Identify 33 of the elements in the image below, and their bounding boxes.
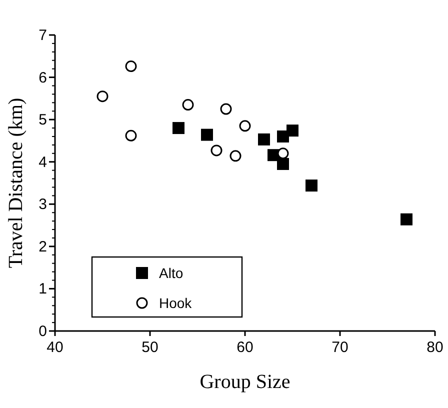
y-tick-label: 5	[38, 112, 47, 129]
x-axis-title: Group Size	[200, 371, 290, 393]
point	[96, 90, 108, 102]
point	[277, 158, 289, 170]
x-tick-label: 50	[142, 339, 158, 356]
point	[258, 133, 270, 146]
y-tick-label: 6	[38, 69, 47, 86]
point	[230, 150, 242, 162]
x-tick-label: 60	[236, 339, 254, 356]
y-tick-label: 1	[38, 280, 47, 298]
point	[306, 180, 318, 192]
y-tick-label: 4	[38, 154, 47, 171]
point	[125, 130, 137, 142]
point	[277, 148, 289, 160]
y-tick-label: 3	[38, 196, 47, 214]
legend-label: Hook	[159, 295, 193, 311]
legend-label: Alto	[159, 265, 184, 281]
point	[220, 103, 232, 115]
point	[286, 124, 298, 137]
x-tick-label: 80	[426, 339, 444, 356]
point	[400, 213, 412, 226]
x-tick-label: 70	[332, 339, 348, 356]
point	[172, 122, 184, 134]
point	[182, 99, 194, 111]
y-axis-title: Travel Distance (km)	[5, 98, 27, 268]
point	[239, 120, 251, 132]
y-tick-label: 0	[38, 323, 47, 340]
point	[210, 144, 222, 156]
point	[125, 60, 137, 72]
y-tick-label: 2	[38, 238, 47, 256]
y-tick-label: 7	[38, 27, 47, 44]
point	[201, 128, 213, 141]
x-tick-label: 40	[46, 339, 64, 356]
